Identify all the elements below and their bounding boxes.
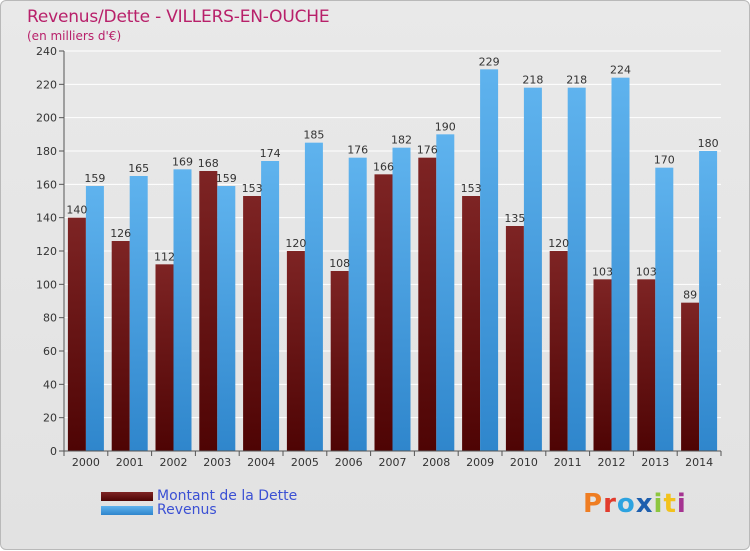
- y-tick-label: 40: [43, 378, 57, 391]
- data-label-revenue: 169: [172, 155, 193, 168]
- x-tick-label: 2002: [160, 456, 188, 469]
- data-label-debt: 103: [636, 265, 657, 278]
- bar-revenue: [655, 167, 674, 451]
- data-label-debt: 120: [548, 237, 569, 250]
- data-label-revenue: 159: [216, 172, 237, 185]
- data-label-debt: 176: [417, 144, 438, 157]
- y-tick-label: 120: [36, 245, 57, 258]
- data-label-debt: 153: [461, 182, 482, 195]
- data-label-revenue: 165: [128, 162, 149, 175]
- data-label-revenue: 180: [698, 137, 719, 150]
- bar-debt: [67, 217, 86, 451]
- bar-debt: [681, 302, 700, 451]
- bar-debt: [199, 171, 218, 451]
- bar-debt: [243, 196, 262, 451]
- data-label-revenue: 159: [84, 172, 105, 185]
- legend-swatch-revenue: [101, 505, 153, 515]
- proxiti-logo: Proxiti: [583, 489, 687, 519]
- y-tick-label: 20: [43, 412, 57, 425]
- x-tick-label: 2007: [379, 456, 407, 469]
- data-label-revenue: 224: [610, 64, 631, 77]
- bar-debt: [286, 251, 305, 451]
- chart-title: Revenus/Dette - VILLERS-EN-OUCHE: [27, 7, 330, 27]
- legend-item-debt: Montant de la Dette: [101, 488, 297, 504]
- x-tick-label: 2012: [598, 456, 626, 469]
- y-tick-label: 140: [36, 212, 57, 225]
- data-label-debt: 89: [683, 289, 697, 302]
- bar-debt: [155, 264, 174, 451]
- x-tick-label: 2008: [422, 456, 450, 469]
- y-tick-label: 160: [36, 178, 57, 191]
- bar-revenue: [348, 157, 367, 451]
- data-label-debt: 168: [198, 157, 219, 170]
- legend-swatch-debt: [101, 491, 153, 501]
- bar-revenue: [217, 186, 236, 451]
- y-tick-label: 180: [36, 145, 57, 158]
- data-label-revenue: 229: [479, 55, 500, 68]
- bar-debt: [549, 251, 568, 451]
- bar-revenue: [261, 161, 280, 451]
- data-label-revenue: 170: [654, 154, 675, 167]
- chart-subtitle: (en milliers d'€): [27, 29, 122, 43]
- bar-revenue: [436, 134, 455, 452]
- x-tick-label: 2011: [554, 456, 582, 469]
- y-tick-label: 220: [36, 78, 57, 91]
- x-tick-label: 2014: [685, 456, 713, 469]
- legend-item-revenue: Revenus: [101, 502, 217, 518]
- y-tick-label: 80: [43, 312, 57, 325]
- bar-revenue: [392, 147, 411, 451]
- data-label-debt: 153: [242, 182, 263, 195]
- data-label-revenue: 190: [435, 120, 456, 133]
- bar-revenue: [85, 186, 104, 451]
- data-label-debt: 140: [66, 204, 87, 217]
- bar-revenue: [304, 142, 323, 451]
- bar-revenue: [611, 77, 630, 452]
- x-tick-label: 2000: [72, 456, 100, 469]
- data-label-revenue: 174: [260, 147, 281, 160]
- y-tick-label: 0: [50, 445, 57, 458]
- data-label-debt: 120: [285, 237, 306, 250]
- legend-label-revenue: Revenus: [157, 502, 217, 518]
- data-label-revenue: 182: [391, 134, 412, 147]
- legend-label-debt: Montant de la Dette: [157, 488, 298, 504]
- data-label-revenue: 176: [347, 144, 368, 157]
- data-label-debt: 103: [592, 265, 613, 278]
- bar-debt: [418, 157, 437, 451]
- x-tick-label: 2001: [116, 456, 144, 469]
- x-tick-label: 2006: [335, 456, 363, 469]
- bar-revenue: [699, 151, 718, 451]
- data-label-debt: 108: [329, 257, 350, 270]
- x-tick-label: 2003: [203, 456, 231, 469]
- x-tick-label: 2009: [466, 456, 494, 469]
- bar-debt: [637, 279, 656, 451]
- x-tick-label: 2013: [641, 456, 669, 469]
- data-label-debt: 166: [373, 160, 394, 173]
- x-tick-label: 2010: [510, 456, 538, 469]
- y-tick-label: 200: [36, 112, 57, 125]
- data-label-revenue: 218: [566, 74, 587, 87]
- y-tick-label: 240: [36, 45, 57, 58]
- y-tick-label: 100: [36, 278, 57, 291]
- bar-revenue: [567, 87, 586, 452]
- bar-debt: [330, 271, 349, 451]
- bar-debt: [505, 226, 524, 451]
- bar-revenue: [523, 87, 542, 452]
- bar-revenue: [173, 169, 192, 452]
- bar-debt: [111, 241, 130, 451]
- data-label-debt: 135: [504, 212, 525, 225]
- data-label-revenue: 218: [522, 74, 543, 87]
- data-label-debt: 112: [154, 250, 175, 263]
- bar-debt: [374, 174, 393, 452]
- bar-revenue: [129, 176, 148, 451]
- data-label-revenue: 185: [303, 129, 324, 142]
- bar-debt: [593, 279, 612, 451]
- y-tick-label: 60: [43, 345, 57, 358]
- bar-debt: [462, 196, 481, 451]
- x-tick-label: 2005: [291, 456, 319, 469]
- x-tick-label: 2004: [247, 456, 275, 469]
- bar-revenue: [480, 69, 499, 451]
- data-label-debt: 126: [110, 227, 131, 240]
